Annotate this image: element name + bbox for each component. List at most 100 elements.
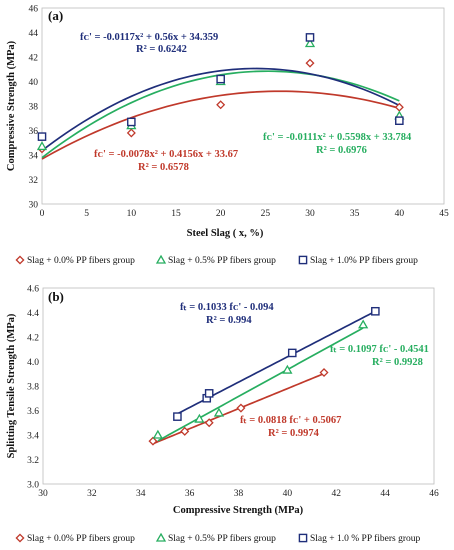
data-point-series-2: [213, 407, 225, 417]
data-point-series-2: [304, 38, 316, 48]
chart-b: 30 32 34 36 38 40 42 44 46 3.0 3.2 3.4 3.6 3.8 4.0 4.2…: [6, 285, 439, 545]
trendline-series-1: [41, 90, 400, 160]
chart-b-panel-label: (b): [48, 289, 64, 304]
chart-a-legend: Slag + 0.0% PP fibers group Slag + 0.5% …: [15, 254, 418, 266]
chart-a-legend-entry-2: Slag + 0.5% PP fibers group: [168, 255, 276, 266]
legend-marker-series-3: [298, 255, 308, 265]
data-point-series-1: [126, 128, 136, 138]
y-tick-label: 3.0: [27, 481, 39, 491]
chart-b-legend: Slag + 0.0% PP fibers group Slag + 0.5% …: [15, 532, 421, 544]
chart-a-x-tick-labels: 0 5 10 15 20 25 30 35 40 45: [40, 209, 449, 219]
data-point-series-3: [371, 306, 380, 316]
x-tick-label: 35: [350, 209, 360, 219]
data-point-series-2: [152, 429, 163, 439]
x-tick-label: 20: [216, 209, 226, 219]
y-tick-label: 4.6: [27, 285, 39, 295]
x-tick-label: 36: [185, 489, 195, 499]
chart-a-equation-series-2: fᴄ' = -0.0111x² + 0.5598x + 33.784: [263, 132, 412, 143]
chart-b-legend-entry-3: Slag + 1.0 % PP fibers group: [310, 533, 421, 544]
data-point-series-2: [282, 364, 293, 374]
x-tick-label: 10: [127, 209, 137, 219]
legend-marker-series-3: [298, 533, 308, 543]
chart-a-r2-series-1: R² = 0.6578: [138, 162, 189, 173]
chart-a-data-points: [36, 33, 405, 154]
legend-marker-series-1: [15, 255, 25, 265]
y-tick-label: 42: [29, 54, 39, 64]
chart-b-r2-series-2: R² = 0.9928: [372, 357, 423, 368]
chart-a: 0 5 10 15 20 25 30 35 40 45 30 32 34 36 38 40 42 44 46 (a…: [6, 5, 449, 267]
data-point-series-3: [204, 389, 214, 398]
y-tick-label: 3.2: [27, 456, 39, 466]
trendline-series-2: [157, 327, 364, 442]
chart-a-legend-markers: [15, 254, 308, 265]
legend-marker-series-2: [155, 532, 167, 542]
data-point-series-1: [236, 403, 246, 413]
chart-b-x-tick-labels: 30 32 34 36 38 40 42 44 46: [38, 489, 439, 499]
chart-b-equation-series-1: fₜ = 0.0818 fᴄ' + 0.5067: [240, 415, 341, 426]
chart-a-y-tick-labels: 30 32 34 36 38 40 42 44 46: [29, 5, 39, 211]
data-point-series-1: [148, 436, 158, 446]
y-tick-label: 3.8: [27, 383, 39, 393]
chart-a-x-axis-title: Steel Slag ( x, %): [187, 228, 264, 239]
x-tick-label: 30: [38, 489, 48, 499]
y-tick-label: 4.2: [27, 334, 39, 344]
chart-b-equation-series-2: fₜ = 0.1097 fᴄ' - 0.4541: [330, 344, 429, 355]
x-tick-label: 0: [40, 209, 45, 219]
chart-a-r2-series-2: R² = 0.6976: [316, 145, 367, 156]
chart-b-plot-area: [42, 287, 435, 485]
y-tick-label: 46: [29, 5, 39, 15]
x-tick-label: 42: [332, 489, 342, 499]
data-point-series-2: [36, 141, 48, 151]
data-point-series-3: [216, 74, 225, 84]
data-point-series-1: [216, 100, 226, 110]
x-tick-label: 5: [84, 209, 89, 219]
chart-b-legend-markers: [15, 532, 308, 543]
x-tick-label: 32: [87, 489, 97, 499]
y-tick-label: 34: [29, 152, 39, 162]
y-tick-label: 4.0: [27, 358, 39, 368]
data-point-series-3: [127, 117, 136, 127]
data-point-series-3: [395, 116, 404, 125]
data-point-series-3: [37, 132, 47, 141]
chart-b-data-points: [148, 306, 380, 446]
chart-b-equation-series-3: fₜ = 0.1033 fᴄ' - 0.094: [180, 302, 274, 313]
x-tick-label: 15: [171, 209, 181, 219]
chart-a-equation-series-3: fᴄ' = -0.0117x² + 0.56x + 34.359: [80, 32, 218, 43]
y-tick-label: 32: [29, 176, 39, 186]
y-tick-label: 44: [29, 29, 39, 39]
chart-b-r2-series-1: R² = 0.9974: [268, 428, 320, 439]
chart-a-y-axis-title: Compressive Strength (MPa): [6, 40, 17, 171]
x-tick-label: 40: [395, 209, 405, 219]
chart-b-r2-series-3: R² = 0.994: [206, 315, 252, 326]
legend-marker-series-2: [155, 254, 167, 264]
data-point-series-2: [194, 413, 205, 423]
x-tick-label: 25: [261, 209, 271, 219]
x-tick-label: 44: [380, 489, 390, 499]
y-tick-label: 30: [29, 201, 39, 211]
chart-a-legend-entry-1: Slag + 0.0% PP fibers group: [27, 255, 135, 266]
y-tick-label: 36: [29, 127, 39, 137]
data-point-series-2: [358, 319, 369, 329]
chart-b-y-axis-title: Splitting Tensile Strength (MPa): [6, 313, 17, 458]
data-point-series-1: [319, 368, 329, 378]
data-point-series-1: [305, 58, 315, 68]
data-point-series-3: [173, 412, 182, 421]
y-tick-label: 4.4: [27, 309, 39, 319]
chart-a-legend-entry-3: Slag + 1.0% PP fibers group: [310, 255, 418, 266]
data-point-series-1: [204, 418, 214, 428]
x-tick-label: 30: [305, 209, 315, 219]
x-tick-label: 34: [136, 489, 146, 499]
x-tick-label: 38: [234, 489, 244, 499]
data-point-series-1: [180, 426, 190, 436]
chart-a-equation-series-1: fᴄ' = -0.0078x² + 0.4156x + 33.67: [94, 149, 238, 160]
data-point-series-3: [287, 348, 297, 358]
legend-marker-series-1: [15, 533, 25, 543]
x-tick-label: 45: [439, 209, 449, 219]
y-tick-label: 40: [29, 78, 39, 88]
chart-b-legend-entry-1: Slag + 0.0% PP fibers group: [27, 533, 135, 544]
x-tick-label: 46: [429, 489, 439, 499]
trendline-series-3: [41, 67, 400, 152]
chart-b-y-tick-labels: 3.0 3.2 3.4 3.6 3.8 4.0 4.2 4.4 4.6: [27, 285, 39, 491]
y-tick-label: 38: [29, 103, 39, 113]
